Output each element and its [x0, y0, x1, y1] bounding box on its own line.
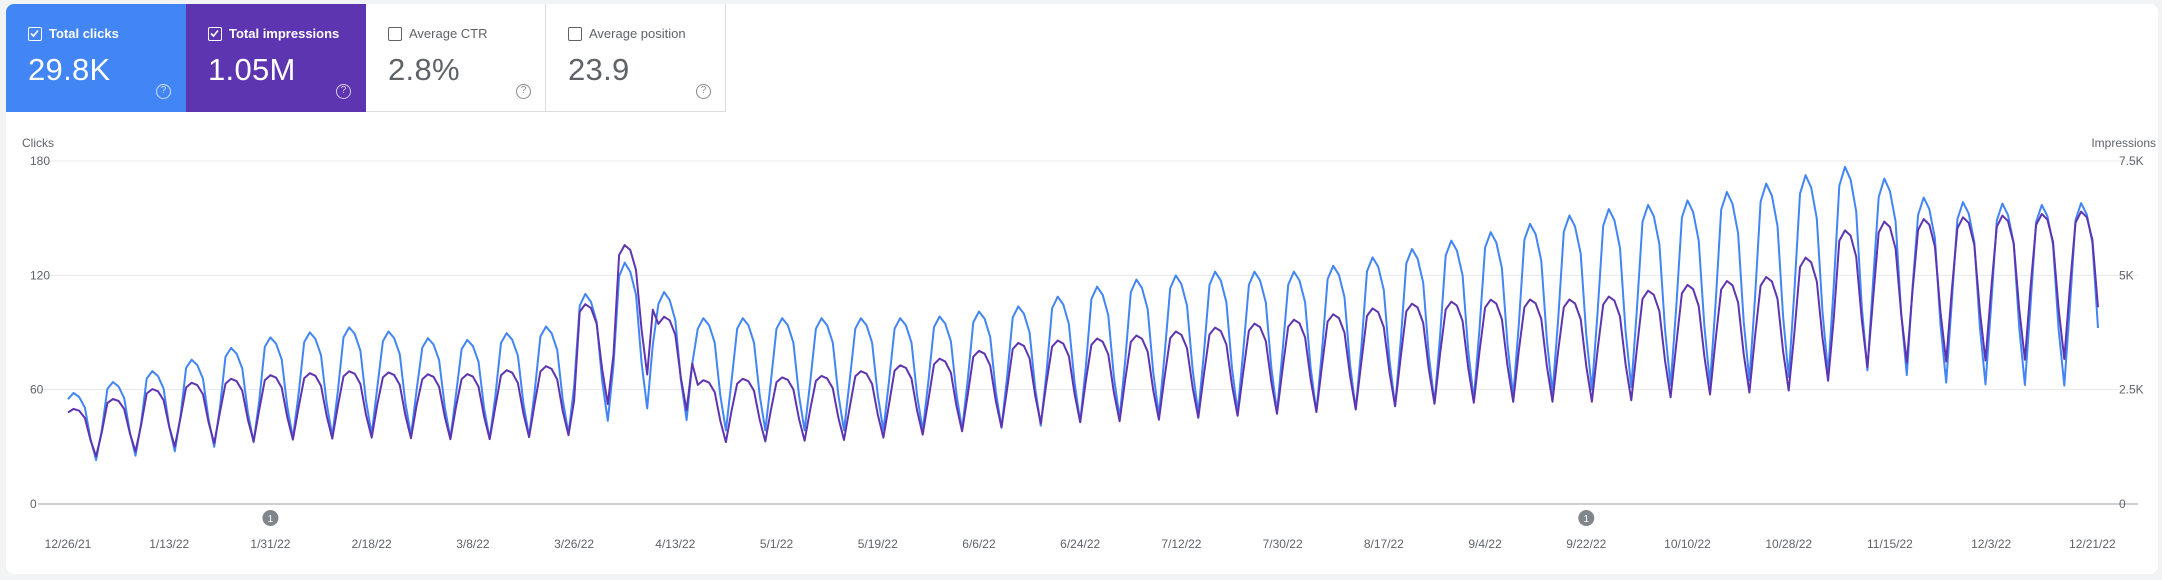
x-tick-label: 6/6/22 — [962, 537, 996, 551]
checkbox-unchecked-icon[interactable] — [568, 26, 582, 41]
x-tick-label: 10/28/22 — [1765, 537, 1812, 551]
annotation-marker — [262, 510, 279, 526]
metric-label: Average position — [589, 26, 686, 41]
series-line-clicks — [67, 165, 2099, 461]
metric-card-average-ctr[interactable]: Average CTR 2.8% ? — [366, 4, 546, 112]
y-right-axis-title: Impressions — [2091, 136, 2156, 150]
x-tick-label: 2/18/22 — [352, 537, 392, 551]
metric-card-total-clicks[interactable]: Total clicks 29.8K ? — [6, 4, 186, 112]
checkbox-checked-icon[interactable] — [208, 26, 222, 41]
y-right-tick-label: 5K — [2119, 268, 2134, 282]
y-left-tick-label: 180 — [30, 154, 50, 168]
x-tick-label: 3/26/22 — [554, 537, 594, 551]
x-tick-label: 12/26/21 — [45, 537, 92, 551]
x-tick-label: 5/1/22 — [760, 537, 794, 551]
x-tick-label: 7/12/22 — [1161, 537, 1201, 551]
metric-cards: Total clicks 29.8K ? Total impressions 1… — [6, 4, 726, 112]
series-line-impressions — [67, 210, 2099, 458]
annotation-marker — [1578, 510, 1595, 526]
help-circle-icon[interactable]: ? — [156, 84, 171, 99]
x-tick-label: 8/17/22 — [1364, 537, 1404, 551]
checkbox-unchecked-icon[interactable] — [388, 26, 402, 41]
x-tick-label: 12/21/22 — [2069, 537, 2116, 551]
help-circle-icon[interactable]: ? — [336, 84, 351, 99]
annotation-label: 1 — [1584, 514, 1590, 525]
x-tick-label: 4/13/22 — [655, 537, 695, 551]
x-tick-label: 1/31/22 — [250, 537, 290, 551]
x-tick-label: 12/3/22 — [1971, 537, 2011, 551]
checkbox-checked-icon[interactable] — [28, 26, 42, 41]
y-left-tick-label: 120 — [30, 268, 50, 282]
x-tick-label: 3/8/22 — [456, 537, 490, 551]
x-tick-label: 7/30/22 — [1263, 537, 1303, 551]
metric-value: 1.05M — [208, 52, 296, 87]
metric-card-total-impressions[interactable]: Total impressions 1.05M ? — [186, 4, 366, 112]
performance-panel: 0 0 60 2.5K 120 5K 180 7.5K Clicks Impressions 12/… — [6, 4, 2158, 574]
metric-label: Average CTR — [409, 26, 488, 41]
help-circle-icon[interactable]: ? — [516, 84, 531, 99]
y-right-tick-label: 0 — [2119, 497, 2126, 511]
annotation-label: 1 — [268, 514, 274, 525]
help-circle-icon[interactable]: ? — [696, 84, 711, 99]
x-tick-label: 9/4/22 — [1468, 537, 1502, 551]
metric-label: Total clicks — [49, 26, 119, 41]
x-tick-label: 5/19/22 — [858, 537, 898, 551]
x-tick-label: 11/15/22 — [1867, 537, 1913, 551]
x-tick-label: 6/24/22 — [1060, 537, 1100, 551]
y-right-tick-label: 2.5K — [2119, 383, 2144, 397]
metric-value: 29.8K — [28, 52, 111, 87]
y-right-tick-label: 7.5K — [2119, 154, 2144, 168]
x-tick-label: 1/13/22 — [149, 537, 189, 551]
metric-label: Total impressions — [229, 26, 340, 41]
metric-card-average-position[interactable]: Average position 23.9 ? — [546, 4, 726, 112]
y-left-tick-label: 60 — [30, 383, 44, 397]
x-tick-label: 9/22/22 — [1566, 537, 1606, 551]
y-left-axis-title: Clicks — [22, 136, 54, 150]
y-left-tick-label: 0 — [30, 497, 37, 511]
x-tick-label: 10/10/22 — [1664, 537, 1711, 551]
metric-value: 2.8% — [388, 52, 460, 87]
metric-value: 23.9 — [568, 52, 630, 87]
